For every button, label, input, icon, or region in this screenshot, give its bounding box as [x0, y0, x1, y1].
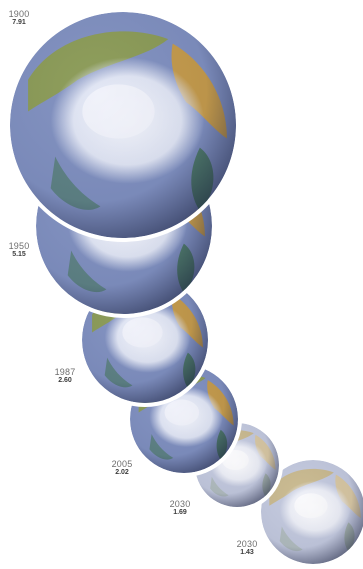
value-label: 1.69	[173, 509, 187, 517]
year-label: 1900	[8, 9, 30, 19]
globe-label-2: 1950 5.15	[2, 241, 36, 259]
year-label: 1950	[8, 241, 30, 251]
globe-5	[195, 423, 279, 507]
value-label: 1.43	[240, 549, 254, 557]
globe-label-4: 2005 2.02	[105, 459, 139, 477]
value-label: 5.15	[12, 251, 26, 259]
year-label: 1987	[54, 367, 76, 377]
globe-6	[261, 460, 363, 564]
value-label: 2.60	[58, 377, 72, 385]
value-label: 7.91	[12, 19, 26, 27]
globe-1	[10, 12, 236, 238]
globe-label-5: 2030 1.69	[163, 499, 197, 517]
globe-label-3: 1987 2.60	[48, 367, 82, 385]
year-label: 2030	[236, 539, 258, 549]
globe-label-1: 1900 7.91	[2, 9, 36, 27]
value-label: 2.02	[115, 469, 129, 477]
globe-label-6: 2030 1.43	[230, 539, 264, 557]
year-label: 2005	[111, 459, 133, 469]
year-label: 2030	[169, 499, 191, 509]
